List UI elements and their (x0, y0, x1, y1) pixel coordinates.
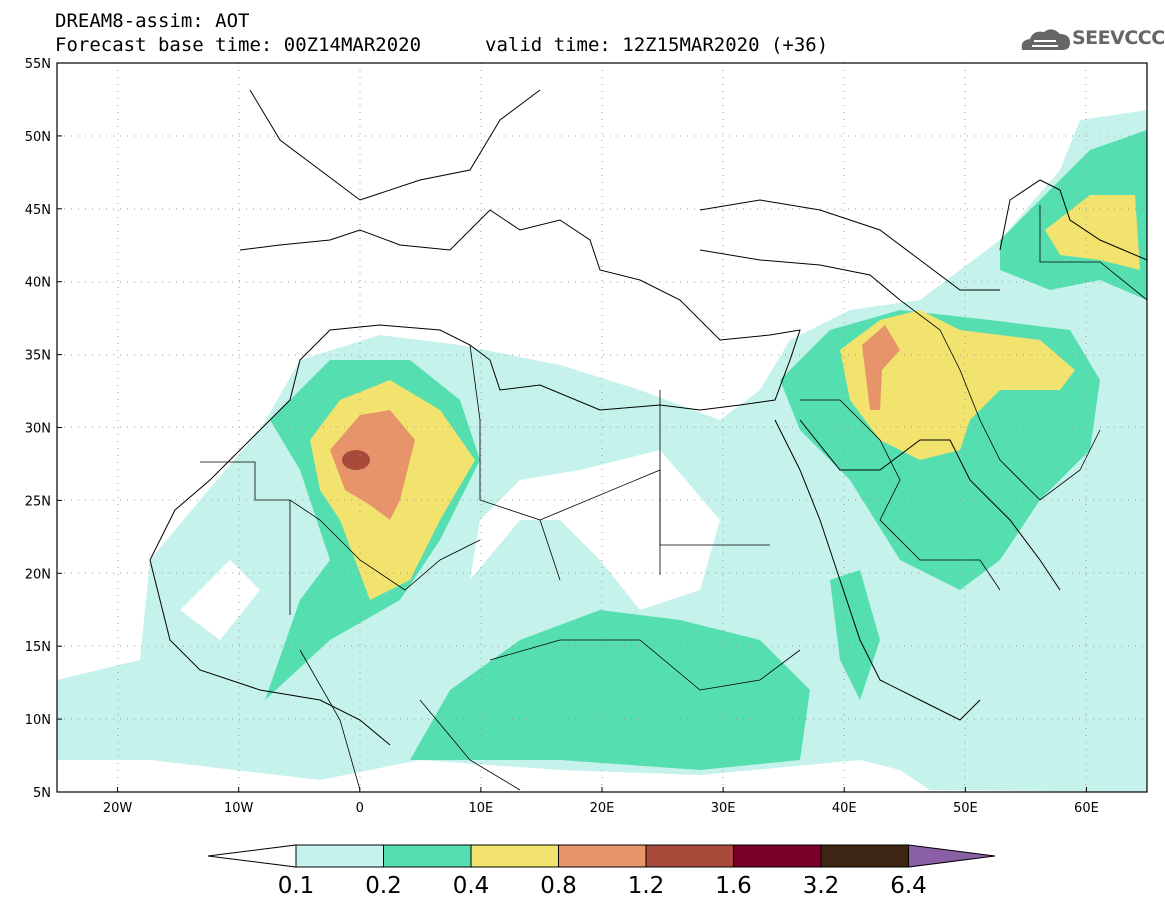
aot-level-1.2 (342, 450, 370, 470)
colorbar-level-label: 0.2 (365, 873, 402, 899)
colorbar-swatch (820, 844, 909, 868)
lat-tick-label: 25N (25, 494, 51, 509)
colorbar-level-label: 6.4 (890, 873, 927, 899)
lat-tick-label: 30N (25, 422, 51, 437)
lat-tick-label: 40N (25, 276, 51, 291)
cloud-icon (1021, 29, 1070, 50)
lat-tick-label: 5N (33, 786, 51, 801)
colorbar-swatch (558, 844, 647, 868)
colorbar-swatch (645, 844, 734, 868)
aot-level-0.2 (410, 610, 810, 770)
lon-tick-label: 10E (469, 801, 494, 816)
lon-tick-label: 20E (590, 801, 615, 816)
map-title: DREAM8-assim: AOT (55, 10, 250, 32)
aot-field (57, 63, 1147, 792)
lat-tick-label: 55N (25, 57, 51, 72)
colorbar-swatch (295, 844, 384, 868)
aot-level-0.8 (330, 410, 415, 520)
aot-level-0.2 (830, 570, 880, 700)
lon-tick-label: 60E (1074, 801, 1099, 816)
coastlines (149, 89, 1147, 746)
valid-time: valid time: 12Z15MAR2020 (+36) (485, 34, 829, 56)
lon-tick-label: 0 (356, 801, 364, 816)
lat-tick-label: 50N (25, 130, 51, 145)
colorbar-swatch (383, 844, 472, 868)
borders (200, 205, 1147, 791)
colorbar-level-label: 0.8 (540, 873, 577, 899)
lat-tick-label: 10N (25, 713, 51, 728)
lat-tick-label: 45N (25, 203, 51, 218)
colorbar-level-label: 0.1 (277, 873, 315, 899)
colorbar-level-label: 1.6 (715, 873, 752, 899)
forecast-base-time: Forecast base time: 00Z14MAR2020 (55, 34, 422, 56)
grid (57, 63, 1147, 792)
colorbar-swatch (470, 844, 559, 868)
lon-tick-label: 40E (832, 801, 857, 816)
colorbar-over-triangle (908, 844, 996, 868)
lat-tick-label: 20N (25, 567, 51, 582)
colorbar (207, 844, 996, 868)
aot-level-0.4 (1045, 195, 1140, 270)
lon-tick-label: 10W (224, 801, 254, 816)
lon-tick-label: 50E (953, 801, 978, 816)
lon-tick-label: 20W (103, 801, 133, 816)
colorbar-level-label: 1.2 (627, 873, 665, 899)
aot-level-0.4 (840, 310, 1075, 460)
logo-text: SEEVCCC (1072, 27, 1165, 49)
axis-ticks: 5N 10N 15N 20N 25N 30N 35N 40N 45N 50N 55N 20W 10W 0 1… (25, 57, 1099, 816)
lat-tick-label: 15N (25, 640, 51, 655)
aot-level-0.8 (862, 325, 900, 410)
lon-tick-label: 30E (711, 801, 736, 816)
colorbar-under-triangle (207, 844, 297, 868)
colorbar-swatch (733, 844, 822, 868)
colorbar-level-label: 0.4 (452, 873, 490, 899)
colorbar-level-label: 3.2 (802, 873, 840, 899)
lat-tick-label: 35N (25, 349, 51, 364)
aot-gap (180, 560, 260, 640)
aot-gap (470, 450, 720, 610)
